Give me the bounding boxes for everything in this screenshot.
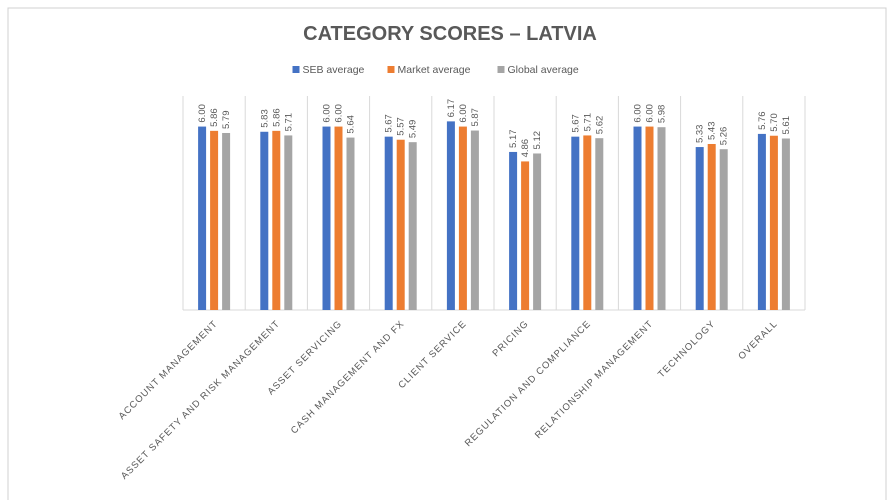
bar — [446, 121, 455, 310]
bar — [470, 130, 479, 310]
value-label: 6.00 — [197, 104, 208, 123]
bar — [458, 126, 467, 310]
value-label: 5.12 — [532, 131, 543, 150]
value-label: 5.79 — [221, 110, 232, 129]
bar — [346, 137, 355, 310]
legend-label: Global average — [508, 64, 579, 76]
value-label: 5.71 — [582, 113, 593, 132]
value-label: 6.00 — [458, 104, 469, 123]
bar — [571, 136, 580, 310]
bar — [633, 126, 642, 310]
bar — [396, 139, 405, 310]
value-label: 5.87 — [470, 108, 481, 127]
value-label: 5.61 — [781, 116, 792, 135]
bar — [260, 131, 269, 310]
value-label: 5.17 — [508, 129, 519, 148]
value-label: 5.76 — [757, 111, 768, 130]
bar — [757, 133, 766, 310]
value-label: 5.86 — [209, 108, 220, 127]
value-label: 4.86 — [520, 139, 531, 158]
bar — [533, 153, 542, 310]
value-label: 5.49 — [408, 120, 419, 139]
bar — [322, 126, 331, 310]
chart-title: CATEGORY SCORES – LATVIA — [303, 23, 597, 45]
bar — [695, 147, 704, 310]
value-label: 6.17 — [446, 99, 457, 118]
legend-label: Market average — [398, 64, 471, 76]
legend-label: SEB average — [303, 64, 365, 76]
bar — [222, 132, 231, 310]
value-label: 5.64 — [346, 115, 357, 134]
bar — [645, 126, 654, 310]
value-label: 6.00 — [645, 104, 656, 123]
bar — [583, 135, 592, 310]
bar — [384, 136, 393, 310]
bar — [509, 151, 518, 310]
value-label: 5.86 — [271, 108, 282, 127]
value-label: 5.67 — [384, 114, 395, 133]
bar — [198, 126, 207, 310]
bar — [781, 138, 790, 310]
value-label: 5.26 — [719, 127, 730, 146]
bar — [272, 130, 281, 310]
legend-swatch — [292, 66, 300, 73]
value-label: 5.33 — [695, 125, 706, 144]
bar — [657, 127, 666, 310]
value-label: 5.62 — [594, 116, 605, 135]
bar — [595, 138, 604, 310]
bar — [284, 135, 293, 310]
legend-swatch — [497, 66, 505, 73]
legend-swatch — [387, 66, 395, 73]
value-label: 6.00 — [633, 104, 644, 123]
value-label: 5.83 — [259, 109, 270, 128]
value-label: 5.43 — [707, 121, 718, 140]
value-label: 5.57 — [396, 117, 407, 136]
value-label: 6.00 — [334, 104, 345, 123]
value-label: 5.98 — [657, 105, 668, 124]
bar — [707, 143, 716, 310]
bar — [408, 142, 417, 310]
value-label: 5.67 — [570, 114, 581, 133]
bar — [719, 149, 728, 310]
bar — [210, 130, 219, 310]
bar — [521, 161, 530, 310]
value-label: 5.70 — [769, 113, 780, 132]
value-label: 5.71 — [283, 113, 294, 132]
value-label: 6.00 — [322, 104, 333, 123]
bar — [769, 135, 778, 310]
bar — [334, 126, 343, 310]
